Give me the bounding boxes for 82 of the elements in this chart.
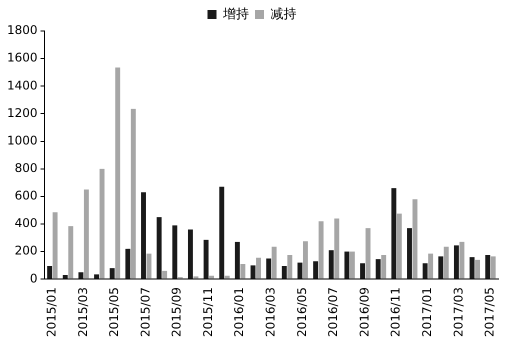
bar <box>334 218 340 279</box>
bar <box>146 254 152 279</box>
x-tick-label: 2015/03 <box>76 287 90 338</box>
bar <box>172 225 178 279</box>
x-tick-label: 2017/05 <box>482 287 497 338</box>
bar <box>204 240 209 279</box>
bar <box>366 228 370 279</box>
x-tick-label: 2017/01 <box>420 287 434 338</box>
x-tick-label: 2017/03 <box>451 287 466 338</box>
y-tick-label: 1000 <box>6 133 38 148</box>
bar <box>47 266 52 279</box>
bar <box>470 257 475 279</box>
x-tick-label: 2015/11 <box>200 287 215 338</box>
bar <box>84 190 89 279</box>
bar <box>130 108 136 279</box>
x-tick-label: 2015/07 <box>138 287 152 338</box>
bar <box>141 192 146 279</box>
bar <box>209 276 214 279</box>
bar <box>224 276 230 279</box>
x-tick-label: 2016/03 <box>264 287 278 338</box>
bar <box>52 212 58 279</box>
x-tick-label: 2015/05 <box>107 287 122 338</box>
y-tick-label: 800 <box>14 160 38 175</box>
bar <box>219 186 224 279</box>
bar <box>475 260 480 279</box>
bar <box>459 242 464 279</box>
legend-label: 增持 <box>222 6 249 22</box>
bar <box>240 264 246 279</box>
y-tick-label: 1800 <box>6 23 38 38</box>
bar <box>234 242 240 279</box>
bar <box>490 256 496 279</box>
legend-label: 减持 <box>270 6 296 22</box>
bar <box>396 214 402 279</box>
x-tick-label: 2016/01 <box>232 287 246 338</box>
bar <box>188 230 193 279</box>
bar <box>68 226 74 279</box>
bar <box>78 272 84 279</box>
bar <box>100 168 105 279</box>
bar <box>350 252 355 279</box>
bar <box>298 262 302 279</box>
bar <box>313 261 318 279</box>
bar <box>422 263 428 279</box>
bar <box>115 68 120 279</box>
bar <box>376 259 381 279</box>
x-tick-label: 2015/01 <box>44 287 58 338</box>
bar <box>412 199 418 279</box>
bar <box>391 188 396 279</box>
x-tick-label: 2015/09 <box>170 287 184 338</box>
y-tick-label: 200 <box>14 244 38 258</box>
bar <box>318 221 324 279</box>
bar <box>444 246 449 279</box>
y-tick-label: 1600 <box>6 50 38 65</box>
bar <box>438 256 444 279</box>
x-tick-label: 2016/07 <box>326 287 340 338</box>
y-tick-label: 1400 <box>6 78 38 92</box>
bar <box>282 266 287 279</box>
bar <box>344 252 350 279</box>
x-tick-label: 2016/09 <box>357 287 372 338</box>
bar <box>125 248 130 279</box>
bar <box>94 274 100 279</box>
bar <box>485 255 490 279</box>
bar <box>428 254 434 279</box>
y-tick-label: 0 <box>30 271 38 286</box>
y-tick-label: 1200 <box>6 106 38 120</box>
y-tick-label: 600 <box>14 188 38 203</box>
bar <box>266 258 272 279</box>
bar <box>110 268 115 279</box>
x-tick-label: 2016/05 <box>294 287 309 338</box>
bar <box>272 246 277 279</box>
bar <box>360 263 366 279</box>
x-tick-label: 2016/11 <box>388 287 403 338</box>
bar <box>250 265 256 279</box>
bar <box>302 241 308 279</box>
y-tick-label: 400 <box>14 216 38 230</box>
bar <box>156 217 162 279</box>
bar <box>454 245 459 279</box>
bar <box>162 270 168 279</box>
bar <box>287 255 292 279</box>
bar <box>256 258 261 279</box>
bar <box>328 250 334 279</box>
bar <box>407 228 412 279</box>
bar <box>381 255 386 279</box>
